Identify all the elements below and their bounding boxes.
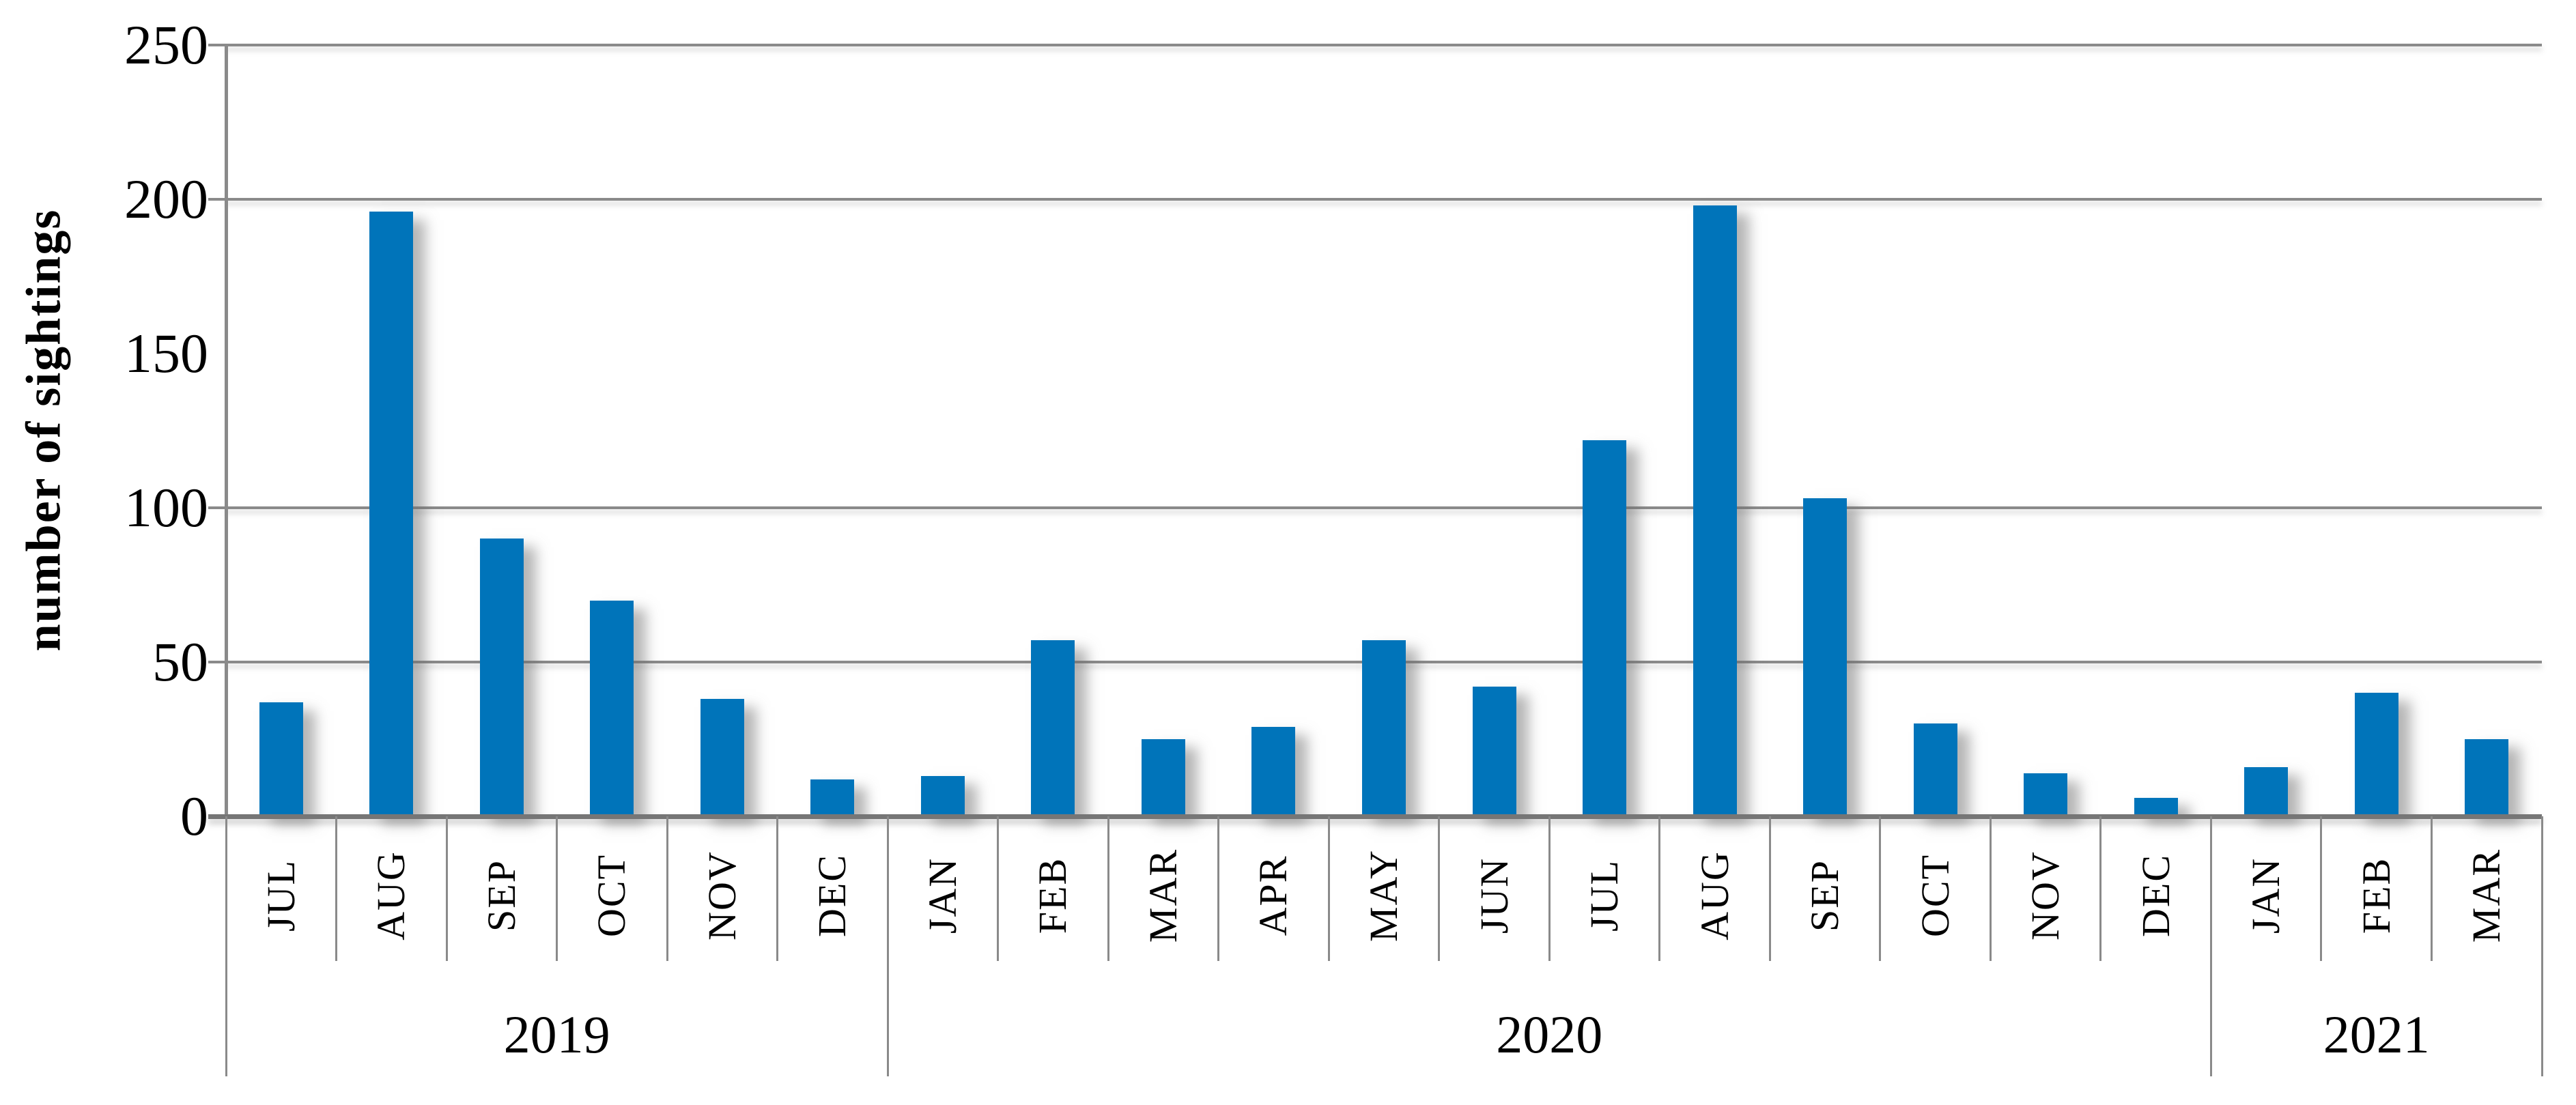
month-separator bbox=[997, 816, 1000, 961]
y-tick-250 bbox=[208, 44, 226, 46]
month-label-JAN-6: JAN bbox=[920, 857, 965, 934]
month-separator bbox=[335, 816, 338, 961]
y-tick-label-0: 0 bbox=[180, 785, 208, 847]
bar-MAY-10 bbox=[1362, 640, 1406, 816]
bar-FEB-19 bbox=[2354, 693, 2398, 816]
month-label-NOV-16: NOV bbox=[2023, 850, 2068, 941]
month-separator bbox=[556, 816, 558, 961]
bar-SEP-2 bbox=[479, 539, 524, 816]
month-separator bbox=[445, 816, 448, 961]
bar-NOV-4 bbox=[700, 699, 744, 816]
month-separator bbox=[1879, 816, 1882, 961]
bar-JUL-0 bbox=[259, 702, 303, 816]
bar-MAR-8 bbox=[1141, 739, 1185, 816]
year-separator bbox=[225, 816, 227, 1076]
year-separator bbox=[886, 816, 889, 1076]
month-label-AUG-13: AUG bbox=[1692, 850, 1737, 941]
month-label-FEB-19: FEB bbox=[2353, 857, 2398, 934]
bar-APR-9 bbox=[1251, 727, 1296, 816]
month-separator bbox=[666, 816, 668, 961]
month-label-DEC-17: DEC bbox=[2133, 854, 2178, 937]
bar-DEC-17 bbox=[2134, 798, 2178, 816]
month-label-APR-9: APR bbox=[1251, 855, 1296, 936]
year-separator bbox=[2540, 816, 2543, 1076]
gridline-250 bbox=[226, 44, 2542, 46]
month-separator bbox=[2320, 816, 2323, 961]
bar-JUL-12 bbox=[1583, 440, 1627, 816]
month-label-JUN-11: JUN bbox=[1471, 857, 1516, 934]
y-tick-label-100: 100 bbox=[124, 476, 208, 539]
month-separator bbox=[1327, 816, 1330, 961]
month-label-MAY-10: MAY bbox=[1361, 848, 1406, 943]
month-separator bbox=[2430, 816, 2433, 961]
bar-AUG-13 bbox=[1693, 205, 1737, 816]
month-separator bbox=[1548, 816, 1551, 961]
month-label-SEP-14: SEP bbox=[1802, 859, 1848, 932]
month-label-DEC-5: DEC bbox=[810, 854, 855, 937]
bar-JAN-6 bbox=[920, 776, 965, 816]
month-separator bbox=[1217, 816, 1220, 961]
month-label-MAR-8: MAR bbox=[1140, 848, 1185, 943]
y-tick-label-250: 250 bbox=[124, 14, 208, 76]
bar-SEP-14 bbox=[1803, 498, 1848, 816]
y-tick-200 bbox=[208, 198, 226, 201]
y-tick-50 bbox=[208, 661, 226, 663]
year-label-2020: 2020 bbox=[1496, 1005, 1603, 1064]
y-tick-label-150: 150 bbox=[124, 322, 208, 384]
month-separator bbox=[1107, 816, 1109, 961]
month-label-AUG-1: AUG bbox=[369, 850, 414, 941]
month-label-SEP-2: SEP bbox=[479, 859, 524, 932]
gridline-100 bbox=[226, 506, 2542, 509]
month-separator bbox=[1989, 816, 1992, 961]
month-separator bbox=[776, 816, 779, 961]
month-separator bbox=[2099, 816, 2102, 961]
year-label-2021: 2021 bbox=[2323, 1005, 2430, 1064]
month-separator bbox=[1438, 816, 1441, 961]
month-label-JUL-0: JUL bbox=[258, 859, 303, 932]
y-tick-label-200: 200 bbox=[124, 168, 208, 230]
bar-FEB-7 bbox=[1031, 640, 1075, 816]
month-label-MAR-20: MAR bbox=[2464, 848, 2509, 943]
month-label-JUL-12: JUL bbox=[1582, 859, 1627, 932]
month-separator bbox=[1768, 816, 1771, 961]
x-axis-line bbox=[208, 814, 2542, 819]
bar-DEC-5 bbox=[810, 779, 855, 816]
year-separator bbox=[2209, 816, 2212, 1076]
y-tick-label-50: 50 bbox=[152, 631, 208, 693]
bar-OCT-15 bbox=[1913, 723, 1957, 816]
y-tick-100 bbox=[208, 506, 226, 509]
bar-JUN-11 bbox=[1472, 687, 1516, 816]
month-label-NOV-4: NOV bbox=[699, 850, 744, 941]
month-label-OCT-3: OCT bbox=[589, 854, 634, 937]
month-separator bbox=[1658, 816, 1661, 961]
y-axis-line bbox=[225, 45, 228, 816]
month-label-FEB-7: FEB bbox=[1030, 857, 1075, 934]
year-label-2019: 2019 bbox=[503, 1005, 610, 1064]
bar-AUG-1 bbox=[369, 212, 414, 816]
bar-JAN-18 bbox=[2244, 767, 2289, 816]
bar-MAR-20 bbox=[2465, 739, 2509, 816]
month-label-JAN-18: JAN bbox=[2244, 857, 2289, 934]
bar-OCT-3 bbox=[590, 601, 634, 816]
month-label-OCT-15: OCT bbox=[1912, 854, 1957, 937]
bar-NOV-16 bbox=[2024, 773, 2068, 816]
gridline-200 bbox=[226, 198, 2542, 201]
